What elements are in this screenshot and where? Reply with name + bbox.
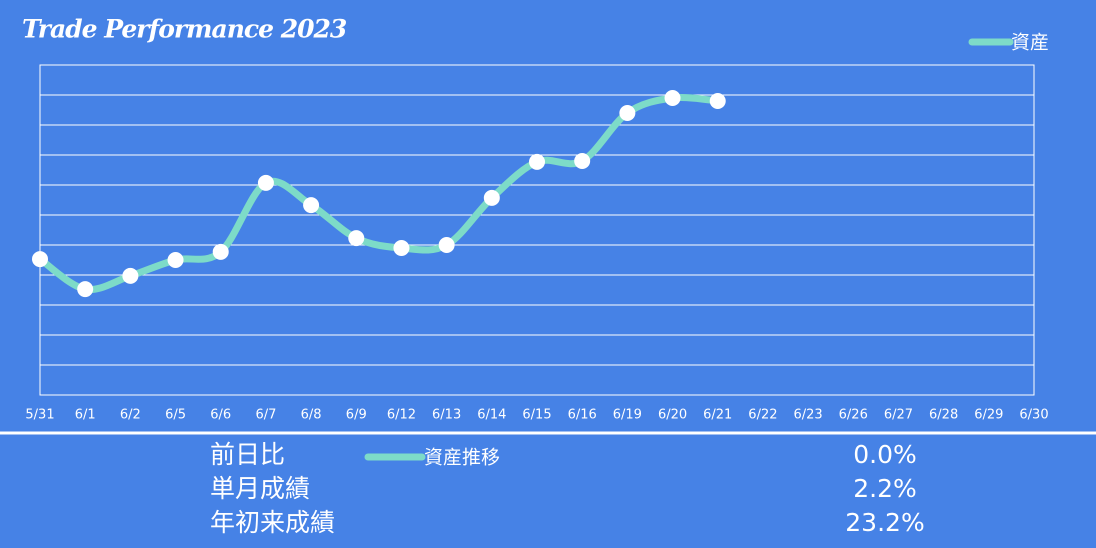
summary-value: 23.2% xyxy=(845,508,924,537)
point xyxy=(574,153,591,169)
x-tick-label: 6/1 xyxy=(75,408,96,423)
point xyxy=(77,281,94,298)
summary-value: 2.2% xyxy=(853,474,917,503)
summary-label: 年初来成績 xyxy=(210,508,335,537)
point xyxy=(122,267,139,284)
point xyxy=(212,243,229,260)
point xyxy=(393,240,410,256)
x-tick-label: 6/16 xyxy=(568,408,597,423)
x-tick-label: 5/31 xyxy=(25,408,54,423)
summary-label: 単月成績 xyxy=(210,474,310,503)
x-tick-label: 6/22 xyxy=(748,408,777,423)
x-tick-label: 6/29 xyxy=(974,408,1003,423)
x-tick-label: 6/12 xyxy=(387,408,416,423)
x-tick-label: 6/9 xyxy=(346,408,367,423)
x-tick-label: 6/8 xyxy=(301,408,322,423)
summary-legend-label: 資産推移 xyxy=(424,447,500,469)
point xyxy=(664,90,681,106)
point xyxy=(619,105,636,121)
point xyxy=(709,93,726,109)
x-tick-label: 6/5 xyxy=(165,408,186,423)
summary-value: 0.0% xyxy=(853,440,917,469)
point xyxy=(257,174,274,191)
point xyxy=(529,153,545,170)
x-tick-label: 6/19 xyxy=(613,408,642,423)
line xyxy=(36,94,722,294)
point xyxy=(167,252,184,268)
point xyxy=(348,230,365,247)
point xyxy=(303,197,320,214)
chart-title: Trade Performance 2023 xyxy=(22,15,347,44)
x-tick-label: 6/28 xyxy=(929,408,958,423)
x-tick-label: 6/27 xyxy=(884,408,913,423)
point xyxy=(483,189,500,206)
x-tick-label: 6/26 xyxy=(839,408,868,423)
point xyxy=(32,251,48,268)
legend-label: 資産 xyxy=(1011,32,1049,54)
x-tick-label: 6/30 xyxy=(1019,408,1048,423)
x-tick-label: 6/2 xyxy=(120,408,141,423)
point xyxy=(438,237,455,253)
x-tick-label: 6/6 xyxy=(210,408,231,423)
x-tick-label: 6/14 xyxy=(477,408,506,423)
x-tick-label: 6/15 xyxy=(522,408,551,423)
x-tick-label: 6/23 xyxy=(793,408,822,423)
x-tick-label: 6/21 xyxy=(703,408,732,423)
x-tick-label: 6/13 xyxy=(432,408,461,423)
summary-label: 前日比 xyxy=(210,440,285,469)
x-tick-label: 6/20 xyxy=(658,408,687,423)
x-tick-label: 6/7 xyxy=(255,408,276,423)
